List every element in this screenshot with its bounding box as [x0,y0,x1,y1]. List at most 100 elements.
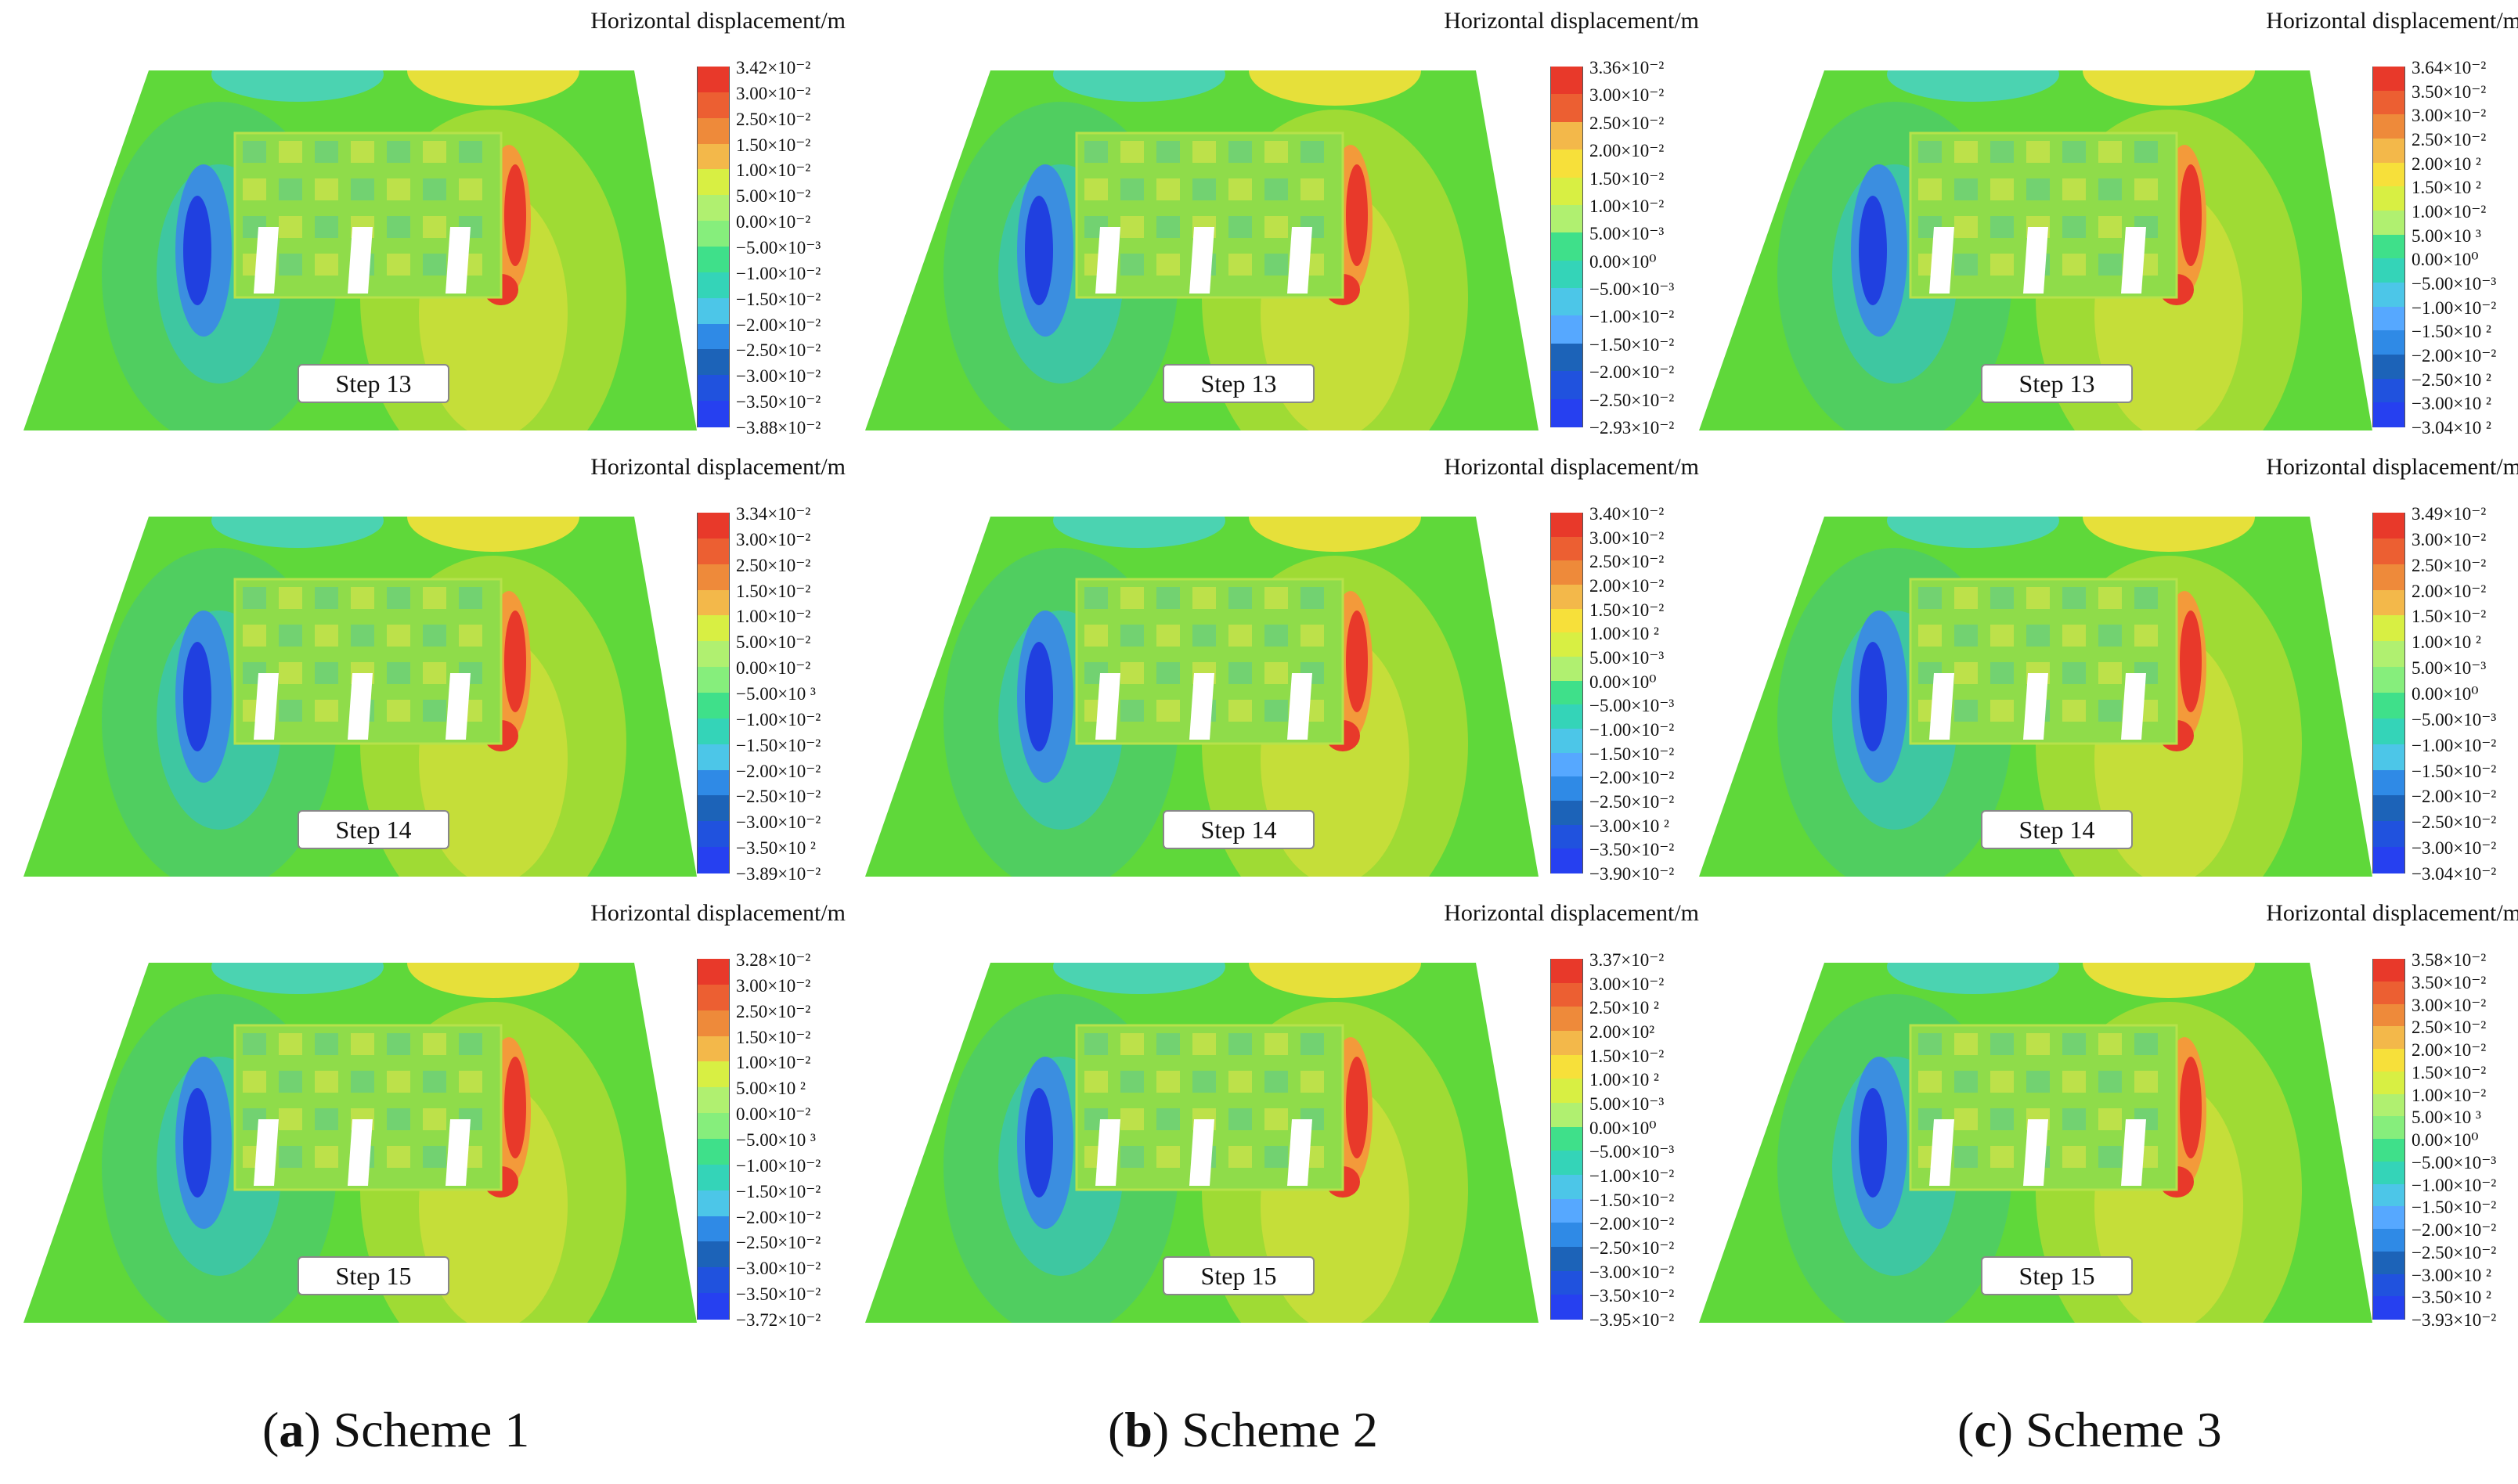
legend-tick-label: 3.00×10⁻² [736,83,811,103]
legend-tick-label: −2.00×10⁻² [2412,346,2497,366]
legend-tick-label: 3.37×10⁻² [1589,950,1665,970]
legend-title: Horizontal displacement/m [2266,454,2518,480]
legend-tick-label: 2.00×10⁻² [2412,581,2487,601]
legend-swatch [1550,94,1583,123]
legend-title: Horizontal displacement/m [2266,900,2518,926]
legend-swatch [1550,1007,1583,1032]
legend-swatch [2372,641,2405,668]
legend-tick-label: −2.00×10⁻² [1589,362,1675,383]
legend-tick-label: 3.58×10⁻² [2412,950,2487,970]
legend-swatch [1550,848,1583,873]
legend-swatch [2372,1071,2405,1095]
legend-tick-label: −5.00×10⁻³ [736,238,821,258]
legend-swatch [2372,981,2405,1005]
legend-tick-label: −3.00×10 ² [2412,394,2491,414]
legend-tick-label: 5.00×10 ³ [2412,1108,2481,1128]
legend-swatch [2372,667,2405,693]
legend-tick-label: 1.00×10⁻² [2412,1085,2487,1105]
legend-tick-label: 5.00×10 ² [736,1079,806,1099]
legend-swatch [2372,1183,2405,1208]
legend-tick-label: −3.00×10⁻² [736,1259,821,1279]
legend-swatch [2372,402,2405,427]
legend-tick-label: −2.50×10⁻² [1589,390,1675,410]
legend-tick-label: −2.00×10⁻² [2412,1220,2497,1240]
legend-swatch [697,1267,730,1295]
legend-tick-label: 0.00×10⁻² [736,658,811,679]
legend-swatch [2372,283,2405,308]
legend-tick-label: −2.00×10⁻² [1589,768,1675,788]
legend-tick-label: 5.00×10⁻³ [2412,658,2487,679]
color-legend: 3.28×10⁻² 3.00×10⁻² 2.50×10⁻² 1.50×10⁻² 1.00… [697,951,885,1335]
legend-swatch [697,401,730,427]
legend-tick-label: −1.00×10⁻² [1589,307,1675,327]
legend-tick-label: −5.00×10⁻³ [2412,1152,2497,1172]
legend-tick-label: −2.00×10⁻² [736,315,821,335]
color-legend: 3.40×10⁻² 3.00×10⁻² 2.50×10⁻² 2.00×10⁻² 1.50… [1550,505,1738,888]
legend-tick-label: 2.00×10⁻² [1589,576,1665,596]
legend-swatch [1550,260,1583,290]
legend-title: Horizontal displacement/m [2266,8,2518,34]
legend-tick-label: −1.00×10⁻² [736,1155,821,1176]
legend-swatch [697,349,730,376]
caption-scheme-1: (a) Scheme 1 [262,1402,530,1457]
legend-tick-label: 5.00×10⁻³ [1589,1094,1665,1114]
legend-tick-label: 3.28×10⁻² [736,950,811,970]
legend-swatch [1550,729,1583,754]
legend-swatch [697,959,730,985]
legend-tick-label: 2.00×10² [1589,1022,1655,1042]
color-legend: 3.37×10⁻² 3.00×10⁻² 2.50×10 ² 2.00×10² 1.50×… [1550,951,1738,1335]
legend-title: Horizontal displacement/m [1444,900,1699,926]
legend-swatch [697,1087,730,1115]
legend-swatch [2372,589,2405,617]
legend-tick-label: 1.00×10⁻² [736,607,811,627]
legend-swatch [1550,1031,1583,1056]
legend-tick-label: 1.50×10⁻² [1589,600,1665,620]
legend-swatch [697,92,730,119]
legend-tick-label: −2.50×10⁻² [736,1233,821,1253]
legend-tick-label: 0.00×10⁻² [736,1104,811,1125]
legend-tick-label: −3.00×10⁻² [736,812,821,833]
legend-swatch [1550,1175,1583,1200]
legend-tick-label: −2.50×10⁻² [2412,812,2497,833]
legend-swatch [2372,1206,2405,1230]
legend-tick-label: 5.00×10 ³ [2412,225,2481,246]
legend-swatch [2372,1251,2405,1275]
legend-tick-label: −1.00×10⁻² [736,263,821,283]
legend-tick-label: 3.42×10⁻² [736,58,811,77]
legend-swatch [697,513,730,539]
color-legend: 3.36×10⁻² 3.00×10⁻² 2.50×10⁻² 2.00×10⁻² 1.50… [1550,59,1738,442]
legend-tick-label: 1.50×10 ² [2412,178,2481,198]
legend-swatch [2372,139,2405,164]
legend-tick-label: −2.50×10⁻² [1589,792,1675,812]
legend-swatch [1550,149,1583,178]
legend-tick-label: 0.00×10⁰ [1589,1118,1657,1138]
legend-swatch [697,795,730,823]
legend-tick-label: 2.00×10⁻² [1589,141,1665,161]
legend-swatch [2372,1296,2405,1320]
legend-tick-label: −3.50×10 ² [2412,1288,2491,1308]
legend-swatch [1550,752,1583,778]
legend-tick-label: 1.50×10⁻² [736,581,811,601]
legend-tick-label: 1.50×10⁻² [1589,168,1665,189]
legend-tick-label: −3.00×10 ² [1589,816,1669,836]
legend-swatch [697,221,730,247]
legend-swatch [1550,680,1583,706]
legend-swatch [1550,982,1583,1008]
legend-swatch [697,821,730,848]
legend-swatch [1550,1295,1583,1320]
step-label: Step 13 [298,364,449,403]
step-label: Step 15 [298,1256,449,1295]
legend-tick-label: −3.93×10⁻² [2412,1310,2497,1330]
legend-swatch [1550,704,1583,729]
legend-swatch [697,1113,730,1140]
legend-tick-label: 3.00×10⁻² [1589,528,1665,548]
legend-swatch [1550,632,1583,657]
legend-tick-label: 3.00×10⁻² [2412,995,2487,1015]
legend-swatch [2372,615,2405,643]
caption-scheme-2: (b) Scheme 2 [1108,1402,1378,1457]
legend-swatch [2372,234,2405,260]
legend-swatch [697,1190,730,1217]
legend-tick-label: −1.50×10⁻² [1589,744,1675,764]
legend-tick-label: 3.00×10⁻² [1589,974,1665,994]
legend-swatch [697,847,730,873]
